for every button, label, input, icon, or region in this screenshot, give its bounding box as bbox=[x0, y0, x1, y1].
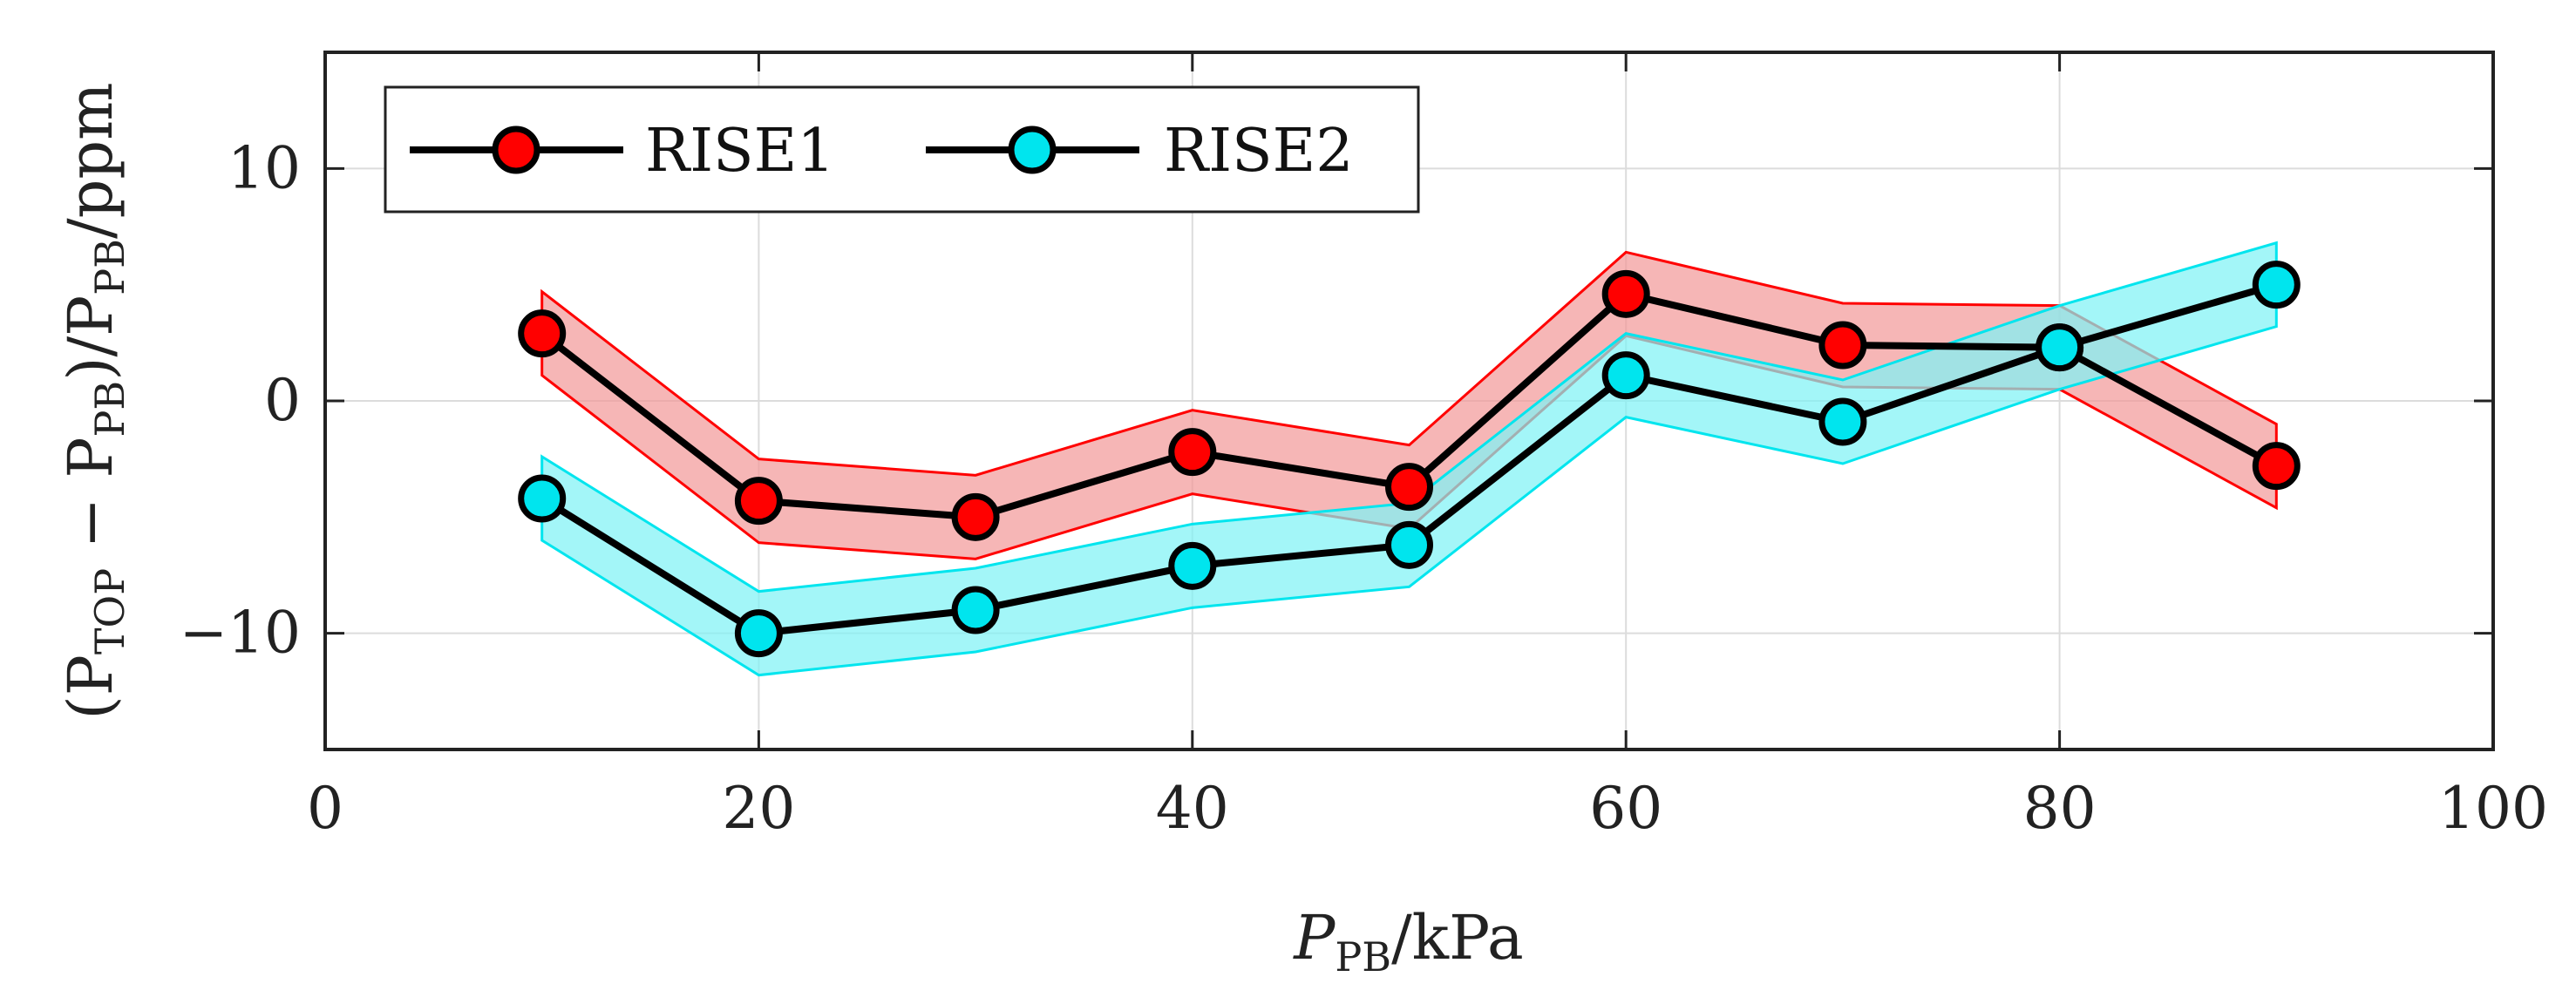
data-point-rise1 bbox=[1818, 321, 1867, 370]
legend-marker-rise2 bbox=[1008, 125, 1057, 174]
data-point-rise1 bbox=[734, 477, 783, 526]
y-tick-label: 10 bbox=[228, 134, 301, 201]
y-axis-label-unit: /ppm bbox=[55, 82, 126, 239]
data-point-rise2 bbox=[1601, 351, 1650, 400]
y-axis-label-close: )/P bbox=[55, 295, 126, 381]
y-axis-label-sub-pb-2: PB bbox=[86, 239, 133, 295]
data-point-rise1 bbox=[518, 309, 567, 358]
legend-marker-rise1 bbox=[492, 125, 540, 174]
x-tick-label: 20 bbox=[722, 775, 795, 842]
data-point-rise2 bbox=[951, 586, 1000, 634]
y-axis-label-open: (P bbox=[55, 654, 126, 719]
band-rise2 bbox=[540, 241, 2278, 677]
data-point-rise1 bbox=[1601, 269, 1650, 318]
y-axis-label-sub-top: TOP bbox=[86, 568, 133, 654]
data-point-rise2 bbox=[1168, 541, 1217, 590]
x-tick-label: 60 bbox=[1589, 775, 1662, 842]
x-tick-label: 80 bbox=[2023, 775, 2097, 842]
legend-label-rise1: RISE1 bbox=[645, 117, 835, 186]
data-point-rise2 bbox=[518, 474, 567, 523]
x-axis-label: PPB/kPa bbox=[1292, 902, 1524, 980]
legend-label-rise2: RISE2 bbox=[1164, 117, 1354, 186]
x-axis-label-subscript: PB bbox=[1335, 933, 1391, 980]
data-point-rise2 bbox=[1818, 397, 1867, 446]
x-axis-label-symbol: P bbox=[1292, 902, 1336, 973]
data-point-rise1 bbox=[951, 492, 1000, 541]
x-tick-label: 40 bbox=[1156, 775, 1229, 842]
y-tick-labels: −10 0 10 bbox=[180, 134, 301, 666]
y-tick-label: −10 bbox=[180, 600, 301, 667]
legend: RISE1 RISE2 bbox=[384, 85, 1420, 214]
y-axis-label-minus: − P bbox=[55, 437, 126, 568]
data-markers bbox=[518, 261, 2301, 658]
data-point-rise2 bbox=[1385, 520, 1433, 569]
data-point-rise1 bbox=[1385, 463, 1433, 512]
x-tick-label: 100 bbox=[2438, 775, 2548, 842]
x-axis-label-unit: /kPa bbox=[1391, 902, 1524, 973]
data-point-rise1 bbox=[2252, 442, 2301, 491]
x-tick-labels: 0 20 40 60 80 100 bbox=[307, 775, 2548, 842]
y-axis-label-sub-pb: PB bbox=[86, 381, 133, 437]
data-point-rise2 bbox=[2036, 323, 2084, 372]
data-point-rise2 bbox=[2252, 261, 2301, 309]
data-point-rise1 bbox=[1168, 428, 1217, 477]
data-point-rise2 bbox=[734, 609, 783, 658]
x-tick-label: 0 bbox=[307, 775, 343, 842]
y-tick-label: 0 bbox=[264, 367, 301, 434]
axis-ticks bbox=[323, 52, 2495, 749]
y-axis-label: (PTOP − PPB)/PPB/ppm bbox=[55, 82, 133, 719]
